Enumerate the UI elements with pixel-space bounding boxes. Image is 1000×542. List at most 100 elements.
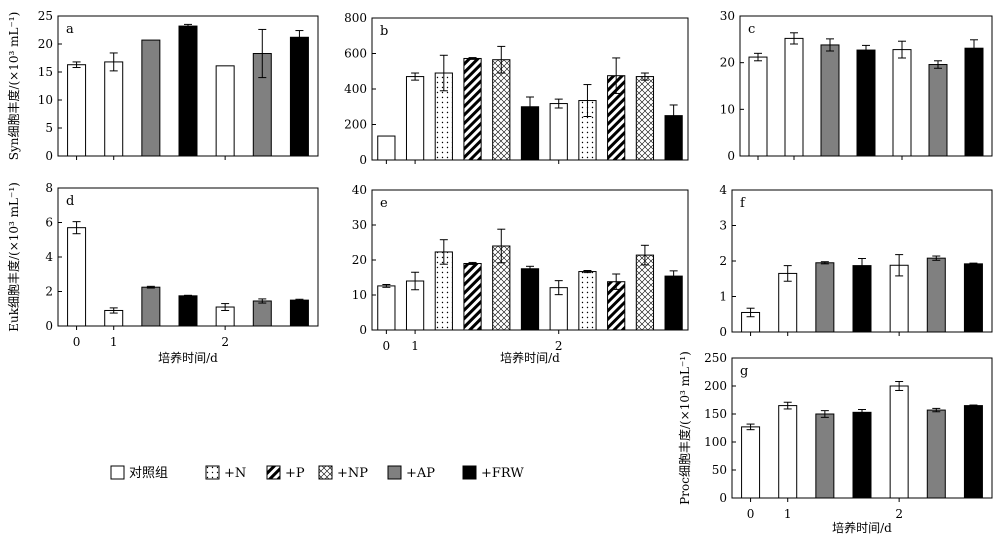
panel-letter: f xyxy=(740,196,746,211)
bar-group xyxy=(856,44,876,157)
y-tick-label: 400 xyxy=(344,82,367,96)
bar-group xyxy=(963,262,983,333)
panel-letter: e xyxy=(380,196,388,211)
bar xyxy=(963,405,983,499)
bar-group xyxy=(463,57,482,161)
bar-group xyxy=(852,258,872,333)
bar-group xyxy=(104,307,124,327)
legend-item: +FRW xyxy=(462,465,524,481)
y-tick-label: 0 xyxy=(359,153,367,167)
bar xyxy=(741,426,761,499)
bar xyxy=(784,37,804,157)
bar xyxy=(820,44,840,157)
y-tick-label: 150 xyxy=(704,407,727,421)
bar-group xyxy=(67,61,87,157)
legend-swatch xyxy=(266,465,281,480)
bar-group xyxy=(926,407,946,499)
bar xyxy=(67,227,87,327)
legend-item: +AP xyxy=(387,465,435,481)
y-tick-label: 0 xyxy=(719,325,727,339)
bar-group xyxy=(434,239,453,331)
bar-group xyxy=(578,84,597,161)
x-tick-label: 2 xyxy=(221,335,229,349)
x-tick-label: 0 xyxy=(383,339,391,353)
bar xyxy=(926,257,946,333)
bar-group xyxy=(434,54,453,161)
y-axis-label: Proc细胞丰度/(×10³ mL⁻¹) xyxy=(677,351,692,505)
bar-group xyxy=(889,381,909,499)
bar-group xyxy=(578,270,597,331)
y-tick-label: 0 xyxy=(719,491,727,505)
legend-swatch xyxy=(387,465,402,480)
bar xyxy=(815,413,835,499)
bar xyxy=(492,59,511,161)
bar-group xyxy=(520,265,540,331)
bar xyxy=(664,275,683,331)
panel-letter: g xyxy=(740,364,748,379)
bar xyxy=(892,49,912,157)
bar-group xyxy=(926,255,946,333)
y-tick-label: 8 xyxy=(45,181,53,195)
x-tick-label: 2 xyxy=(895,507,903,521)
y-tick-label: 2 xyxy=(45,285,53,299)
y-tick-label: 800 xyxy=(344,11,367,25)
legend-swatch xyxy=(318,465,333,480)
legend-swatch xyxy=(462,465,477,480)
panel-c: 0 10 20 30 c xyxy=(720,9,993,163)
bar-group xyxy=(405,72,425,161)
bar xyxy=(104,61,124,157)
bar-group xyxy=(963,404,983,499)
y-tick-label: 30 xyxy=(720,9,735,23)
y-axis-label: Syn细胞丰度/(×10³ mL⁻¹) xyxy=(6,12,21,161)
bar xyxy=(252,300,272,327)
y-tick-label: 250 xyxy=(704,351,727,365)
bar xyxy=(178,25,198,157)
bar-group xyxy=(463,261,482,331)
y-tick-label: 50 xyxy=(712,463,727,477)
bar xyxy=(926,409,946,499)
bar-group xyxy=(664,104,683,161)
panel-letter: c xyxy=(748,22,755,37)
bar-group xyxy=(520,96,540,161)
y-tick-label: 20 xyxy=(720,56,735,70)
y-tick-label: 4 xyxy=(45,250,53,264)
legend-item: +N xyxy=(205,465,246,481)
legend-item: +P xyxy=(266,465,305,481)
bar-group xyxy=(252,28,272,157)
y-tick-label: 6 xyxy=(45,216,53,230)
y-tick-label: 600 xyxy=(344,47,367,61)
y-tick-label: 0 xyxy=(359,323,367,337)
legend-label: 对照组 xyxy=(129,466,168,481)
y-tick-label: 3 xyxy=(719,219,727,233)
bar xyxy=(377,135,396,161)
y-tick-label: 20 xyxy=(38,37,53,51)
x-tick-label: 1 xyxy=(784,507,792,521)
bar xyxy=(635,254,655,331)
panel-f: 0 1 2 3 4f xyxy=(719,183,993,339)
bar xyxy=(778,272,798,333)
bar-group xyxy=(741,307,761,333)
bar-group xyxy=(815,261,835,333)
bar xyxy=(778,405,798,499)
y-tick-label: 0 xyxy=(45,319,53,333)
y-tick-label: 0 xyxy=(45,149,53,163)
bar-group xyxy=(104,52,124,157)
bar xyxy=(748,56,768,157)
bar xyxy=(178,295,198,327)
bar xyxy=(215,65,235,157)
legend-label: +N xyxy=(224,466,246,481)
legend-item: 对照组 xyxy=(110,465,168,481)
y-tick-label: 30 xyxy=(352,218,367,232)
legend-swatch xyxy=(205,465,220,480)
bar xyxy=(289,299,309,327)
bar xyxy=(67,64,87,157)
y-axis-label: Euk细胞丰度/(×10³ mL⁻¹) xyxy=(6,182,21,332)
legend-label: +NP xyxy=(337,466,368,481)
y-tick-label: 25 xyxy=(38,9,53,23)
x-tick-label: 0 xyxy=(747,507,755,521)
